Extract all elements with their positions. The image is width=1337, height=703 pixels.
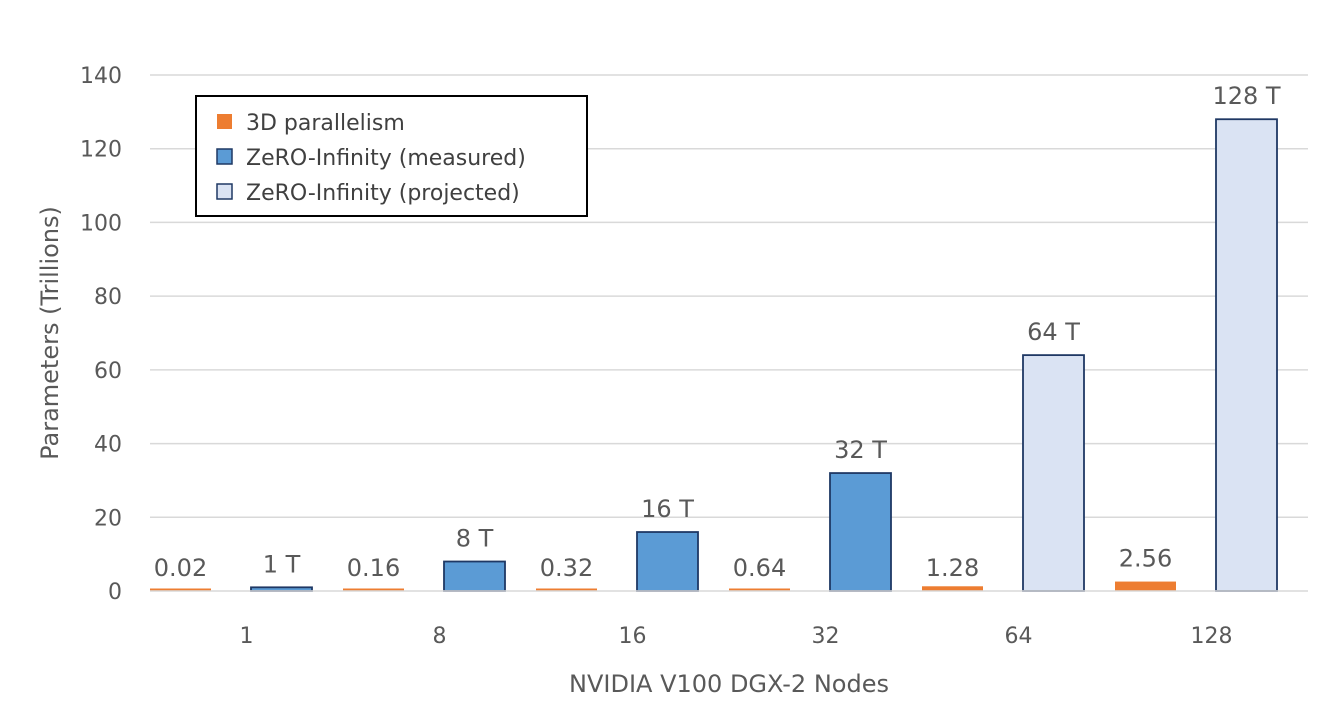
x-tick-label: 128 — [1191, 624, 1233, 649]
y-tick-label: 60 — [94, 359, 122, 384]
bar-zero-infinity-measured — [829, 472, 892, 592]
legend-swatch-measured — [216, 148, 233, 165]
bar-3d-parallelism — [150, 588, 211, 591]
data-label-projected: 64 T — [1027, 318, 1080, 346]
data-label-3d-parallelism: 0.32 — [540, 554, 593, 582]
data-label-3d-parallelism: 0.16 — [347, 554, 400, 582]
x-tick-label: 16 — [619, 624, 647, 649]
data-label-measured: 16 T — [641, 495, 694, 523]
bar-3d-parallelism — [343, 588, 404, 591]
legend-label-measured: ZeRO-Infinity (measured) — [246, 146, 526, 171]
y-tick-label: 0 — [108, 580, 122, 605]
y-tick-label: 80 — [94, 285, 122, 310]
bar-3d-parallelism — [536, 588, 597, 591]
bar-zero-infinity-measured — [443, 560, 506, 592]
data-label-measured: 8 T — [456, 525, 494, 553]
data-label-3d-parallelism: 1.28 — [926, 554, 979, 582]
data-label-3d-parallelism: 0.64 — [733, 554, 786, 582]
y-tick-label: 40 — [94, 433, 122, 458]
bar-zero-infinity-measured — [636, 531, 699, 592]
data-label-measured: 1 T — [263, 550, 301, 578]
y-tick-label: 100 — [80, 211, 122, 236]
legend: 3D parallelism ZeRO-Infinity (measured) … — [195, 95, 588, 217]
data-label-measured: 32 T — [834, 436, 887, 464]
y-tick-label: 120 — [80, 138, 122, 163]
y-tick-label: 20 — [94, 506, 122, 531]
legend-swatch-projected — [216, 183, 233, 200]
bar-zero-infinity-projected — [1022, 354, 1085, 592]
x-tick-label: 64 — [1005, 624, 1033, 649]
x-tick-label: 1 — [240, 624, 254, 649]
bar-3d-parallelism — [922, 586, 983, 591]
x-tick-label: 8 — [433, 624, 447, 649]
y-axis-title: Parameters (Trillions) — [36, 206, 64, 460]
legend-box — [195, 95, 588, 217]
x-tick-label: 32 — [812, 624, 840, 649]
x-axis-title: NVIDIA V100 DGX-2 Nodes — [569, 670, 889, 698]
bar-zero-infinity-projected — [1215, 118, 1278, 592]
y-tick-labels: 0 20 40 60 80 100 120 140 — [80, 64, 122, 605]
legend-label-projected: ZeRO-Infinity (projected) — [246, 181, 520, 206]
data-label-projected: 128 T — [1212, 82, 1280, 110]
y-tick-label: 140 — [80, 64, 122, 89]
x-tick-labels: 1 8 16 32 64 128 — [240, 624, 1233, 649]
bar-3d-parallelism — [1115, 581, 1176, 591]
legend-label-3d-parallelism: 3D parallelism — [246, 111, 405, 136]
bar-3d-parallelism — [729, 588, 790, 591]
data-labels: 0.02 1 T 0.16 8 T 0.32 16 T 0.64 32 T 1.28 64 T 2.… — [154, 82, 1281, 582]
data-label-3d-parallelism: 0.02 — [154, 554, 207, 582]
data-label-3d-parallelism: 2.56 — [1119, 545, 1172, 573]
legend-swatch-3d-parallelism — [217, 114, 232, 129]
